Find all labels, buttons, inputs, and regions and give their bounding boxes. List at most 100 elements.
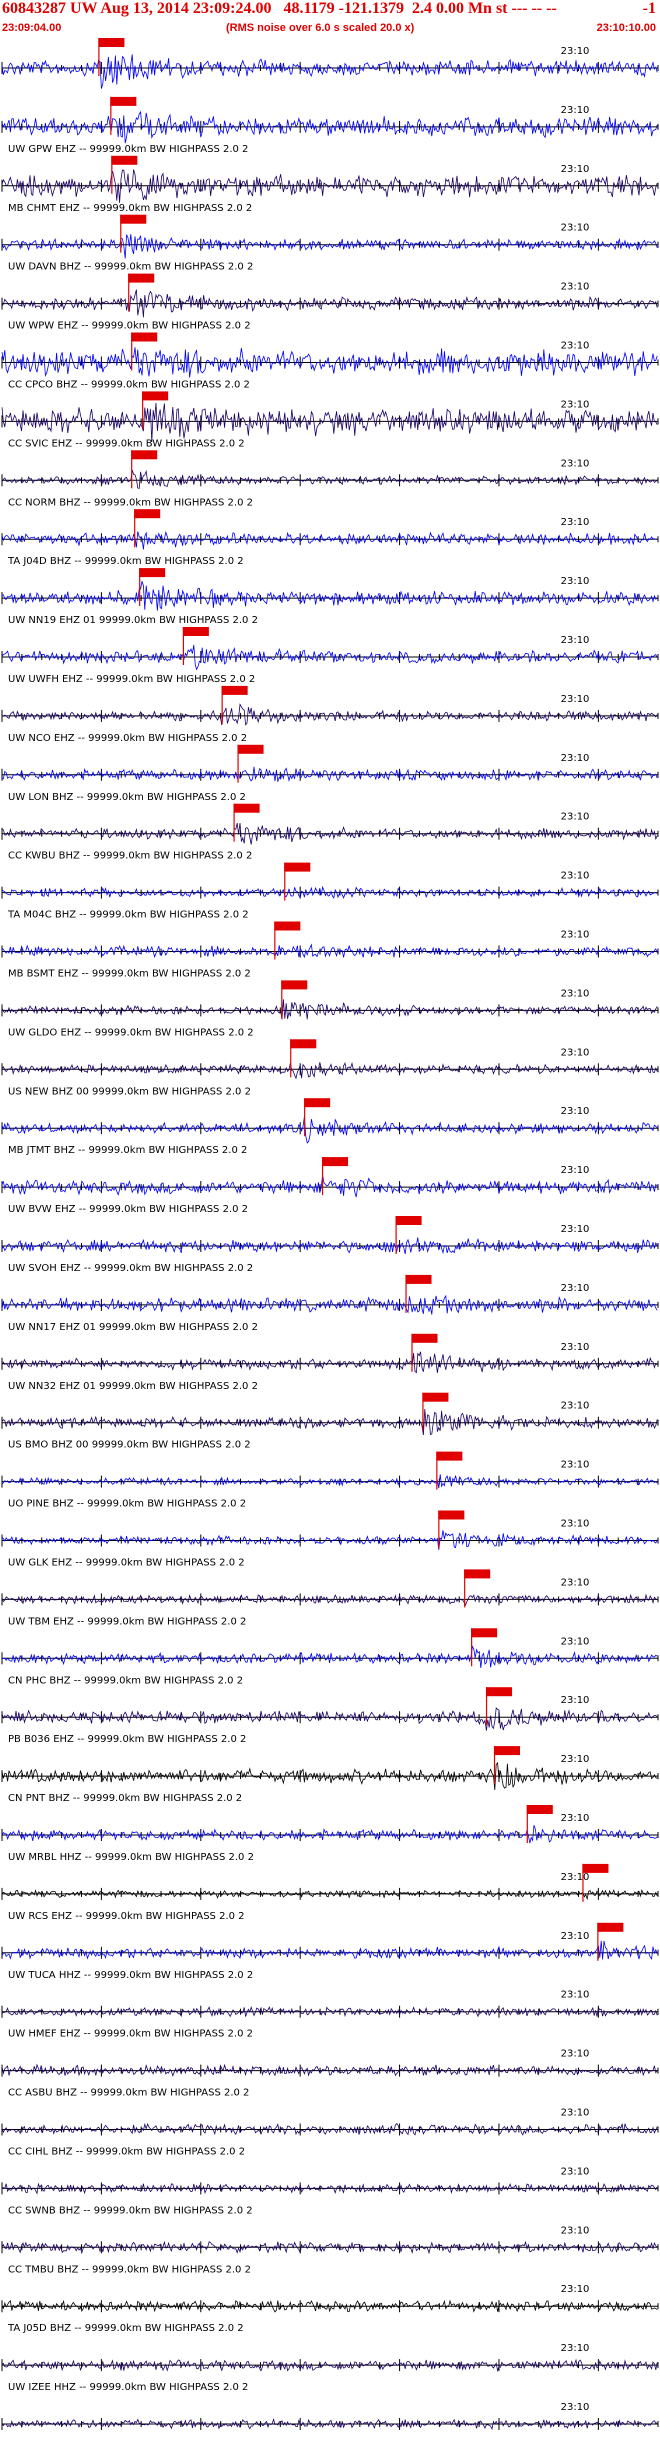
time-label: 23:10 <box>561 1165 590 1176</box>
time-label: 23:10 <box>561 1224 590 1235</box>
waveform-trace <box>1 766 658 782</box>
pick-marker <box>304 1098 331 1108</box>
event-title-end: -1 <box>642 0 656 17</box>
waveform-trace <box>1 1593 658 1607</box>
waveform-trace <box>1 289 658 318</box>
time-label: 23:10 <box>561 576 590 587</box>
station-label: UW TBM EHZ -- 99999.0km BW HIGHPASS 2.0 … <box>8 1616 246 1627</box>
time-label: 23:10 <box>561 871 590 882</box>
time-label: 23:10 <box>561 1990 590 2001</box>
time-label: 23:10 <box>561 2108 590 2119</box>
time-label: 23:10 <box>561 1577 590 1588</box>
station-label: MB JTMT BHZ -- 99999.0km BW HIGHPASS 2.0… <box>8 1145 247 1156</box>
time-label: 23:10 <box>561 1519 590 1530</box>
pick-marker <box>237 744 264 754</box>
time-label: 23:10 <box>561 105 590 116</box>
waveform-trace <box>1 1707 658 1731</box>
waveform-trace <box>1 530 658 550</box>
time-label: 23:10 <box>561 2049 590 2060</box>
time-label: 23:10 <box>561 2225 590 2236</box>
waveform-trace <box>1 885 658 900</box>
pick-marker <box>182 627 209 636</box>
station-label: UW IZEE HHZ -- 99999.0km BW HIGHPASS 2.0… <box>8 2382 248 2393</box>
pick-marker <box>120 214 147 224</box>
time-label: 23:10 <box>561 694 590 705</box>
pick-marker <box>438 1510 465 1520</box>
time-label: 23:10 <box>561 812 590 823</box>
waveform-trace <box>1 1761 658 1790</box>
time-label: 23:10 <box>561 1460 590 1471</box>
station-label: CC NORM BHZ -- 99999.0km BW HIGHPASS 2.0… <box>8 497 253 508</box>
time-label: 23:10 <box>561 223 590 234</box>
pick-marker <box>131 450 158 460</box>
station-label: TA M04C BHZ -- 99999.0km BW HIGHPASS 2.0… <box>7 910 249 921</box>
time-label: 23:10 <box>561 1813 590 1824</box>
waveform-trace <box>1 1237 658 1255</box>
waveform-trace <box>1 1408 658 1436</box>
pick-marker <box>582 1863 609 1873</box>
time-label: 23:10 <box>561 517 590 528</box>
time-label: 23:10 <box>561 2402 590 2413</box>
waveform-trace <box>1 2418 658 2431</box>
station-label: MB CHMT EHZ -- 99999.0km BW HIGHPASS 2.0… <box>8 203 252 214</box>
station-label: UW GLK EHZ -- 99999.0km BW HIGHPASS 2.0 … <box>8 1558 245 1569</box>
waveform-trace <box>1 1061 658 1080</box>
time-label: 23:10 <box>561 2284 590 2295</box>
plot-header: 60843287 UW Aug 13, 2014 23:09:24.00 48.… <box>0 0 660 38</box>
end-time: 23:10:10.00 <box>596 22 656 34</box>
waveform-trace <box>1 581 658 611</box>
waveform-trace <box>1 402 658 443</box>
time-label: 23:10 <box>561 2166 590 2177</box>
waveform-trace <box>1 1175 658 1198</box>
time-label: 23:10 <box>561 164 590 175</box>
waveform-trace <box>1 943 658 959</box>
pick-marker <box>128 273 155 283</box>
pick-marker <box>281 980 308 990</box>
station-label: UW MRBL HHZ -- 99999.0km BW HIGHPASS 2.0… <box>8 1852 254 1863</box>
station-label: TA J04D BHZ -- 99999.0km BW HIGHPASS 2.0… <box>7 556 244 567</box>
station-label: UW TUCA HHZ -- 99999.0km BW HIGHPASS 2.0… <box>8 1970 253 1981</box>
station-label: CC TMBU BHZ -- 99999.0km BW HIGHPASS 2.0… <box>8 2264 251 2275</box>
station-label: UW GPW EHZ -- 99999.0km BW HIGHPASS 2.0 … <box>8 144 248 155</box>
waveform-trace <box>1 469 658 489</box>
station-label: CC SWNB BHZ -- 99999.0km BW HIGHPASS 2.0… <box>8 2205 253 2216</box>
pick-marker <box>471 1628 498 1638</box>
waveform-trace <box>1 2240 658 2255</box>
time-label: 23:10 <box>561 930 590 941</box>
time-label: 23:10 <box>561 2343 590 2354</box>
station-label: UW NN17 EHZ 01 99999.0km BW HIGHPASS 2.0… <box>8 1322 258 1333</box>
station-label: UW WPW EHZ -- 99999.0km BW HIGHPASS 2.0 … <box>8 321 251 332</box>
waveform-trace <box>1 644 658 671</box>
waveform-trace <box>1 2182 658 2195</box>
station-label: UO PINE BHZ -- 99999.0km BW HIGHPASS 2.0… <box>8 1499 246 1510</box>
waveform-trace <box>1 347 658 378</box>
time-label: 23:10 <box>561 988 590 999</box>
time-label: 23:10 <box>561 1342 590 1353</box>
station-label: CC CIHL BHZ -- 99999.0km BW HIGHPASS 2.0… <box>8 2147 245 2158</box>
time-label: 23:10 <box>561 1047 590 1058</box>
pick-marker <box>111 155 138 165</box>
station-label: UW BVW EHZ -- 99999.0km BW HIGHPASS 2.0 … <box>8 1204 248 1215</box>
waveform-trace <box>1 999 658 1020</box>
station-label: UW NN19 EHZ 01 99999.0km BW HIGHPASS 2.0… <box>8 615 258 626</box>
time-label: 23:10 <box>561 1872 590 1883</box>
waveform-trace <box>1 822 658 845</box>
time-label: 23:10 <box>561 1931 590 1942</box>
pick-marker <box>233 803 260 813</box>
station-label: UW SVOH EHZ -- 99999.0km BW HIGHPASS 2.0… <box>8 1263 253 1274</box>
pick-marker <box>405 1274 432 1284</box>
station-label: UW UWFH EHZ -- 99999.0km BW HIGHPASS 2.0… <box>8 674 255 685</box>
waveform-trace <box>1 2063 658 2077</box>
start-time: 23:09:04.00 <box>2 22 62 34</box>
pick-marker <box>422 1392 449 1402</box>
waveform-trace <box>1 2299 658 2313</box>
station-label: CC SVIC EHZ -- 99999.0km BW HIGHPASS 2.0… <box>8 438 245 449</box>
station-label: CC KWBU BHZ -- 99999.0km BW HIGHPASS 2.0… <box>8 851 252 862</box>
waveform-trace <box>1 54 658 89</box>
pick-marker <box>526 1805 553 1814</box>
waveform-trace <box>1 1645 658 1669</box>
station-label: US BMO BHZ 00 99999.0km BW HIGHPASS 2.0 … <box>8 1440 251 1451</box>
pick-marker <box>395 1216 422 1225</box>
pick-marker <box>322 1157 349 1167</box>
